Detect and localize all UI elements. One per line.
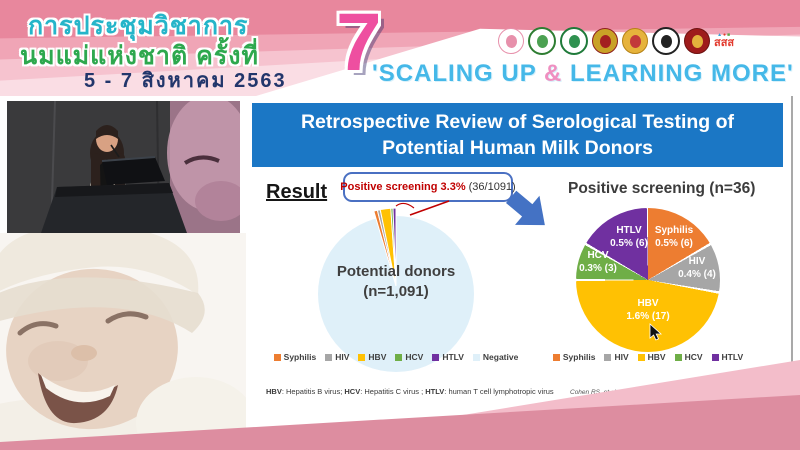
legend-item: HIV bbox=[604, 352, 629, 362]
legend-swatch-hbv bbox=[358, 354, 366, 361]
footnote-desc: : Hepatitis C virus ; bbox=[360, 387, 426, 396]
pie-label-hiv: HIV 0.4% (4) bbox=[666, 256, 728, 281]
legend-item: HBV bbox=[637, 352, 666, 362]
footnote-abbr: HCV bbox=[344, 387, 361, 396]
legend-item: HTLV bbox=[711, 352, 744, 362]
left-pie-center-label: Potential donors (n=1,091) bbox=[318, 262, 474, 301]
baby-illustration bbox=[0, 224, 256, 450]
pie-label-value: 0.5% (6) bbox=[655, 237, 693, 249]
green-medical-council-logo-icon bbox=[528, 27, 556, 55]
legend-item: Negative bbox=[472, 352, 519, 362]
legend-item: HIV bbox=[325, 352, 349, 362]
right-pie-title: Positive screening (n=36) bbox=[568, 180, 756, 197]
legend-label: HTLV bbox=[721, 352, 744, 362]
baby-background-image bbox=[0, 224, 256, 450]
legend-item: Syphilis bbox=[273, 352, 317, 362]
positive-screening-callout: Positive screening 3.3% (36/1091) bbox=[340, 172, 516, 202]
pie-label-htlv: HTLV 0.5% (6) bbox=[596, 225, 662, 250]
legend-swatch-hiv bbox=[325, 354, 333, 361]
legend-label: HTLV bbox=[442, 352, 464, 362]
reference-citation: Cohen RS, et al. Arch Dis Child Fetal Ne… bbox=[570, 389, 777, 396]
legend-label: Negative bbox=[482, 352, 519, 362]
legend-swatch-negative bbox=[472, 354, 480, 361]
thai-health-fund-logo-icon: ▲●■ สสส bbox=[714, 29, 734, 53]
legend-label: HIV bbox=[335, 352, 350, 362]
thai-health-fund-logo-text: สสส bbox=[714, 37, 735, 49]
mother-baby-foundation-logo-icon bbox=[498, 28, 524, 54]
legend-swatch-htlv bbox=[432, 354, 440, 361]
result-heading: Result bbox=[266, 181, 328, 203]
legend-swatch-syphilis bbox=[273, 354, 281, 361]
legend-swatch-hcv bbox=[395, 354, 403, 361]
footnote-desc: : Hepatitis B virus; bbox=[281, 387, 345, 396]
slide-title-bar: Retrospective Review of Serological Test… bbox=[252, 103, 783, 167]
pie-label-value: 0.4% (4) bbox=[678, 268, 716, 280]
legend-swatch-hcv bbox=[674, 354, 682, 361]
legend-swatch-htlv bbox=[711, 354, 719, 361]
legend-label: Syphilis bbox=[562, 352, 596, 362]
royal-crown-emblem-icon bbox=[622, 28, 648, 54]
pie-label-hcv: HCV 0.3% (3) bbox=[566, 250, 630, 275]
presenter-video-illustration bbox=[7, 95, 251, 234]
center-label-line1: Potential donors bbox=[336, 263, 456, 280]
event-slogan: 'SCALING UP & LEARNING MORE' bbox=[372, 60, 794, 88]
slogan-text: LEARNING MORE' bbox=[562, 60, 794, 87]
legend-label: HCV bbox=[684, 352, 703, 362]
laptop bbox=[102, 157, 165, 185]
left-pie-legend: Syphilis HIV HBV HCV HTLV Negative bbox=[246, 352, 546, 362]
legend-item: HCV bbox=[395, 352, 423, 362]
legend-label: HIV bbox=[614, 352, 629, 362]
event-edition-number: 7 bbox=[336, 0, 382, 88]
pie-label-name: HCV bbox=[587, 250, 609, 261]
pie-label-value: 0.3% (3) bbox=[579, 262, 617, 274]
legend-item: HCV bbox=[674, 352, 703, 362]
royal-college-temple-emblem-icon bbox=[592, 28, 618, 54]
pie-label-name: HTLV bbox=[616, 225, 642, 236]
legend-item: HBV bbox=[358, 352, 386, 362]
red-institute-emblem-icon bbox=[684, 28, 710, 54]
pie-label-name: HIV bbox=[688, 256, 706, 267]
pie-label-value: 0.5% (6) bbox=[610, 237, 648, 249]
event-dates: 5 - 7 สิงหาคม 2563 bbox=[84, 70, 287, 92]
positive-screening-pie-chart bbox=[576, 208, 720, 352]
legend-swatch-hiv bbox=[604, 354, 612, 361]
slide-title-line1: Retrospective Review of Serological Test… bbox=[300, 110, 735, 133]
conference-banner: การประชุมวิชาการ นมแม่แห่งชาติ ครั้งที่ … bbox=[0, 0, 800, 96]
sponsor-logo-row: ▲●■ สสส bbox=[498, 27, 734, 55]
legend-label: HBV bbox=[368, 352, 387, 362]
legend-item: Syphilis bbox=[552, 352, 596, 362]
virus-abbreviation-footnote: HBV: Hepatitis B virus; HCV: Hepatitis C… bbox=[266, 387, 554, 396]
legend-label: Syphilis bbox=[283, 352, 317, 362]
university-seal-icon bbox=[652, 27, 680, 55]
legend-label: HCV bbox=[405, 352, 424, 362]
logo-confetti: ▲●■ bbox=[717, 32, 732, 38]
legend-label: HBV bbox=[647, 352, 666, 362]
presenter-video-panel bbox=[7, 95, 251, 234]
pie-label-hbv: HBV 1.6% (17) bbox=[610, 298, 686, 323]
pie-label-name: Syphilis bbox=[654, 225, 694, 236]
slogan-text: 'SCALING UP bbox=[372, 60, 544, 87]
pie-label-value: 1.6% (17) bbox=[626, 310, 670, 322]
legend-swatch-hbv bbox=[637, 354, 645, 361]
legend-item: HTLV bbox=[432, 352, 464, 362]
pie-label-syphilis: Syphilis 0.5% (6) bbox=[638, 225, 710, 250]
center-label-line2: (n=1,091) bbox=[363, 282, 429, 300]
event-title-line2: นมแม่แห่งชาติ ครั้งที่ bbox=[20, 42, 259, 70]
callout-detail: (36/1091) bbox=[468, 181, 516, 193]
callout-highlight: Positive screening 3.3% bbox=[340, 181, 466, 193]
pie-slice-negative bbox=[318, 216, 474, 372]
slide-edge-divider bbox=[791, 96, 793, 450]
potential-donors-pie-chart bbox=[318, 207, 474, 372]
footnote-abbr: HBV bbox=[266, 387, 282, 396]
slogan-ampersand: & bbox=[543, 60, 563, 87]
green-health-department-logo-icon bbox=[560, 27, 588, 55]
footnote-desc: : human T cell lymphotropic virus bbox=[444, 387, 554, 396]
pie-label-name: HBV bbox=[637, 298, 659, 309]
right-pie-legend: Syphilis HIV HBV HCV HTLV bbox=[528, 352, 768, 362]
slide-title-line2: Potential Human Milk Donors bbox=[382, 137, 653, 159]
event-title-line1: การประชุมวิชาการ bbox=[28, 12, 249, 40]
footnote-abbr: HTLV bbox=[425, 387, 445, 396]
legend-swatch-syphilis bbox=[552, 354, 560, 361]
